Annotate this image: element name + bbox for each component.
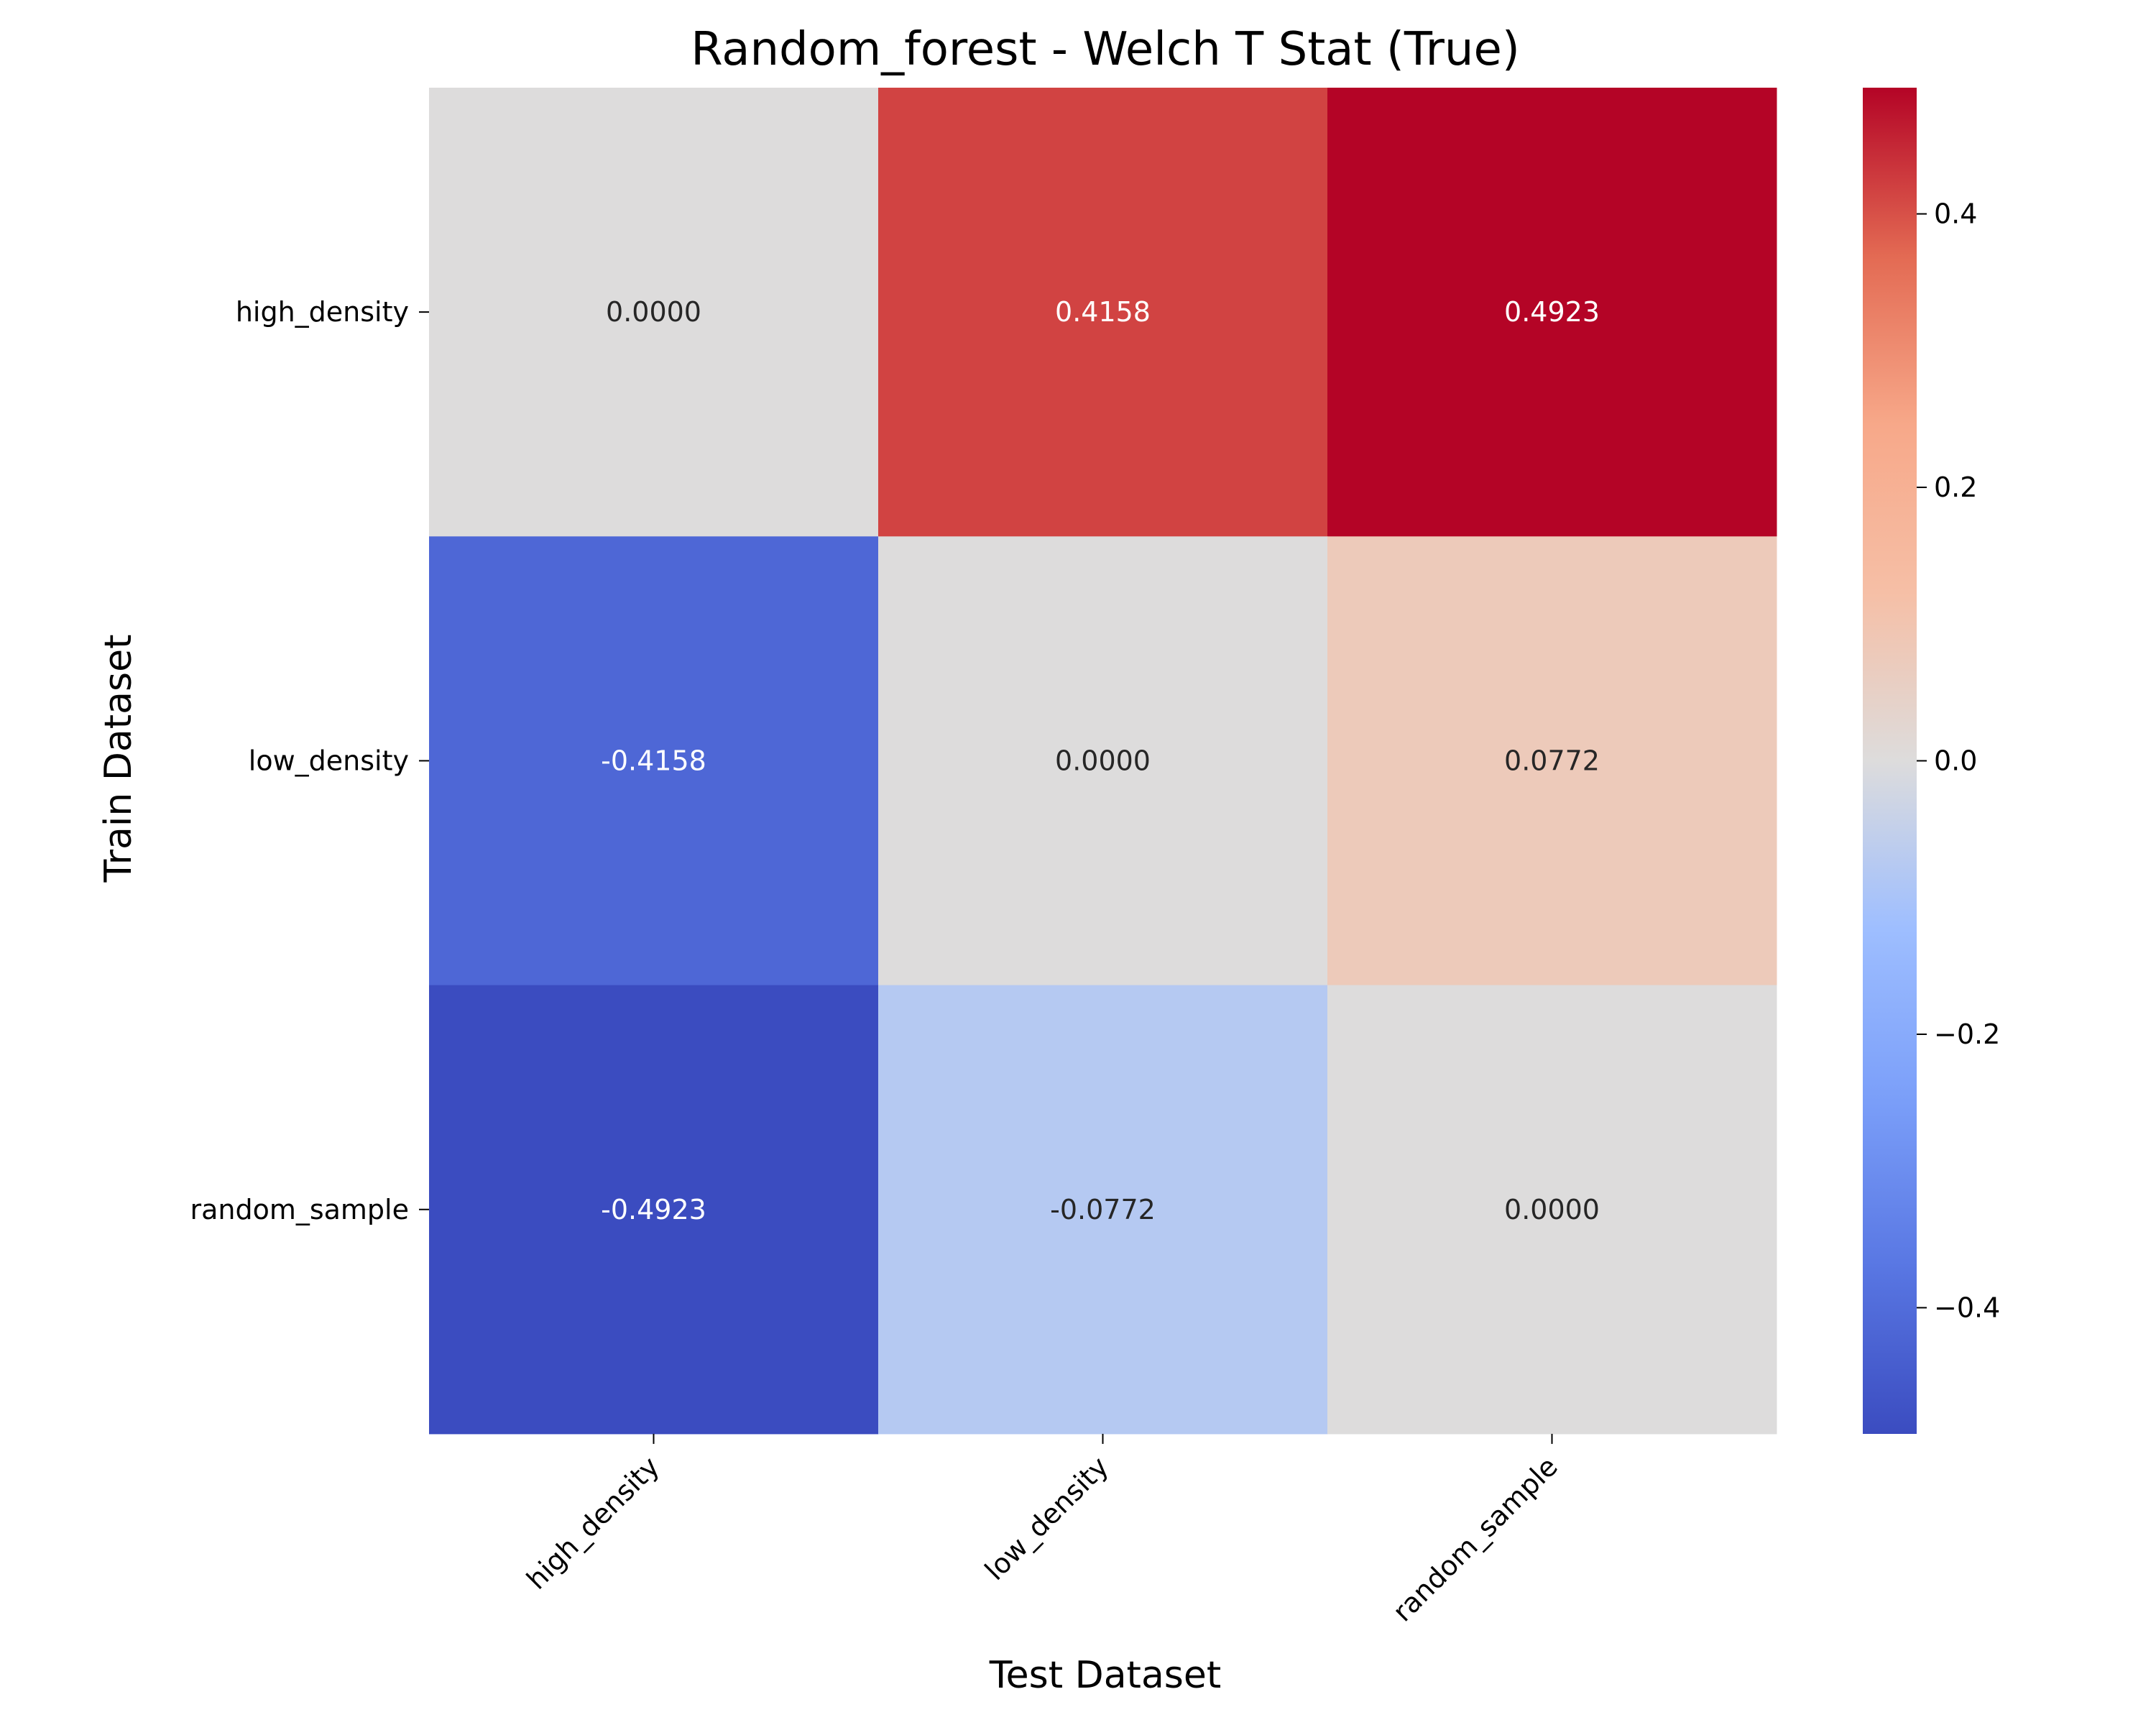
cell-value-label: -0.0772 (1050, 1194, 1156, 1225)
colorbar-tick-label: 0.0 (1934, 745, 1977, 777)
heatmap-cell (1327, 88, 1777, 537)
x-axis-label: Test Dataset (989, 1654, 1222, 1697)
heatmap-cell (878, 88, 1328, 537)
heatmap-cell-labels: 0.0000 0.4158 0.4923 -0.4158 0.0000 0.0772 -0.… (601, 296, 1600, 1225)
y-axis-label: Train Dataset (97, 635, 140, 883)
heatmap-cell (1327, 536, 1777, 986)
chart-title: Random_forest - Welch T Stat (True) (691, 23, 1520, 76)
y-tick-label: low_density (249, 745, 409, 776)
cell-value-label: 0.0000 (606, 296, 701, 328)
heatmap-cell (878, 985, 1328, 1435)
cell-value-label: 0.0772 (1504, 745, 1600, 776)
heatmap-cell (429, 536, 879, 986)
heatmap-cell (878, 536, 1328, 986)
y-tick-label: high_density (236, 296, 409, 328)
x-axis: high_density low_density random_sample (520, 1433, 1564, 1628)
colorbar-tick-label: 0.2 (1934, 472, 1977, 503)
cell-value-label: 0.4158 (1055, 296, 1151, 328)
cell-value-label: 0.0000 (1055, 745, 1151, 776)
cell-value-label: 0.0000 (1504, 1194, 1600, 1225)
heatmap-cell (429, 985, 879, 1435)
colorbar-tick-label: 0.4 (1934, 198, 1977, 230)
colorbar-tick-label: −0.2 (1934, 1018, 2000, 1050)
cell-value-label: -0.4923 (601, 1194, 706, 1225)
x-tick-label: random_sample (1386, 1450, 1563, 1627)
colorbar: 0.4 0.2 0.0 −0.2 −0.4 (1863, 88, 2000, 1434)
y-axis: high_density low_density random_sample (190, 296, 429, 1225)
cell-value-label: 0.4923 (1504, 296, 1600, 328)
x-tick-label: low_density (979, 1450, 1115, 1586)
heatmap-cell (1327, 985, 1777, 1435)
y-tick-label: random_sample (190, 1194, 409, 1225)
colorbar-tick-label: −0.4 (1934, 1292, 2000, 1323)
heatmap-cell (429, 88, 879, 537)
x-tick-label: high_density (520, 1450, 665, 1596)
cell-value-label: -0.4158 (601, 745, 706, 776)
colorbar-gradient (1863, 88, 1917, 1434)
heatmap-cells (429, 88, 1777, 1435)
